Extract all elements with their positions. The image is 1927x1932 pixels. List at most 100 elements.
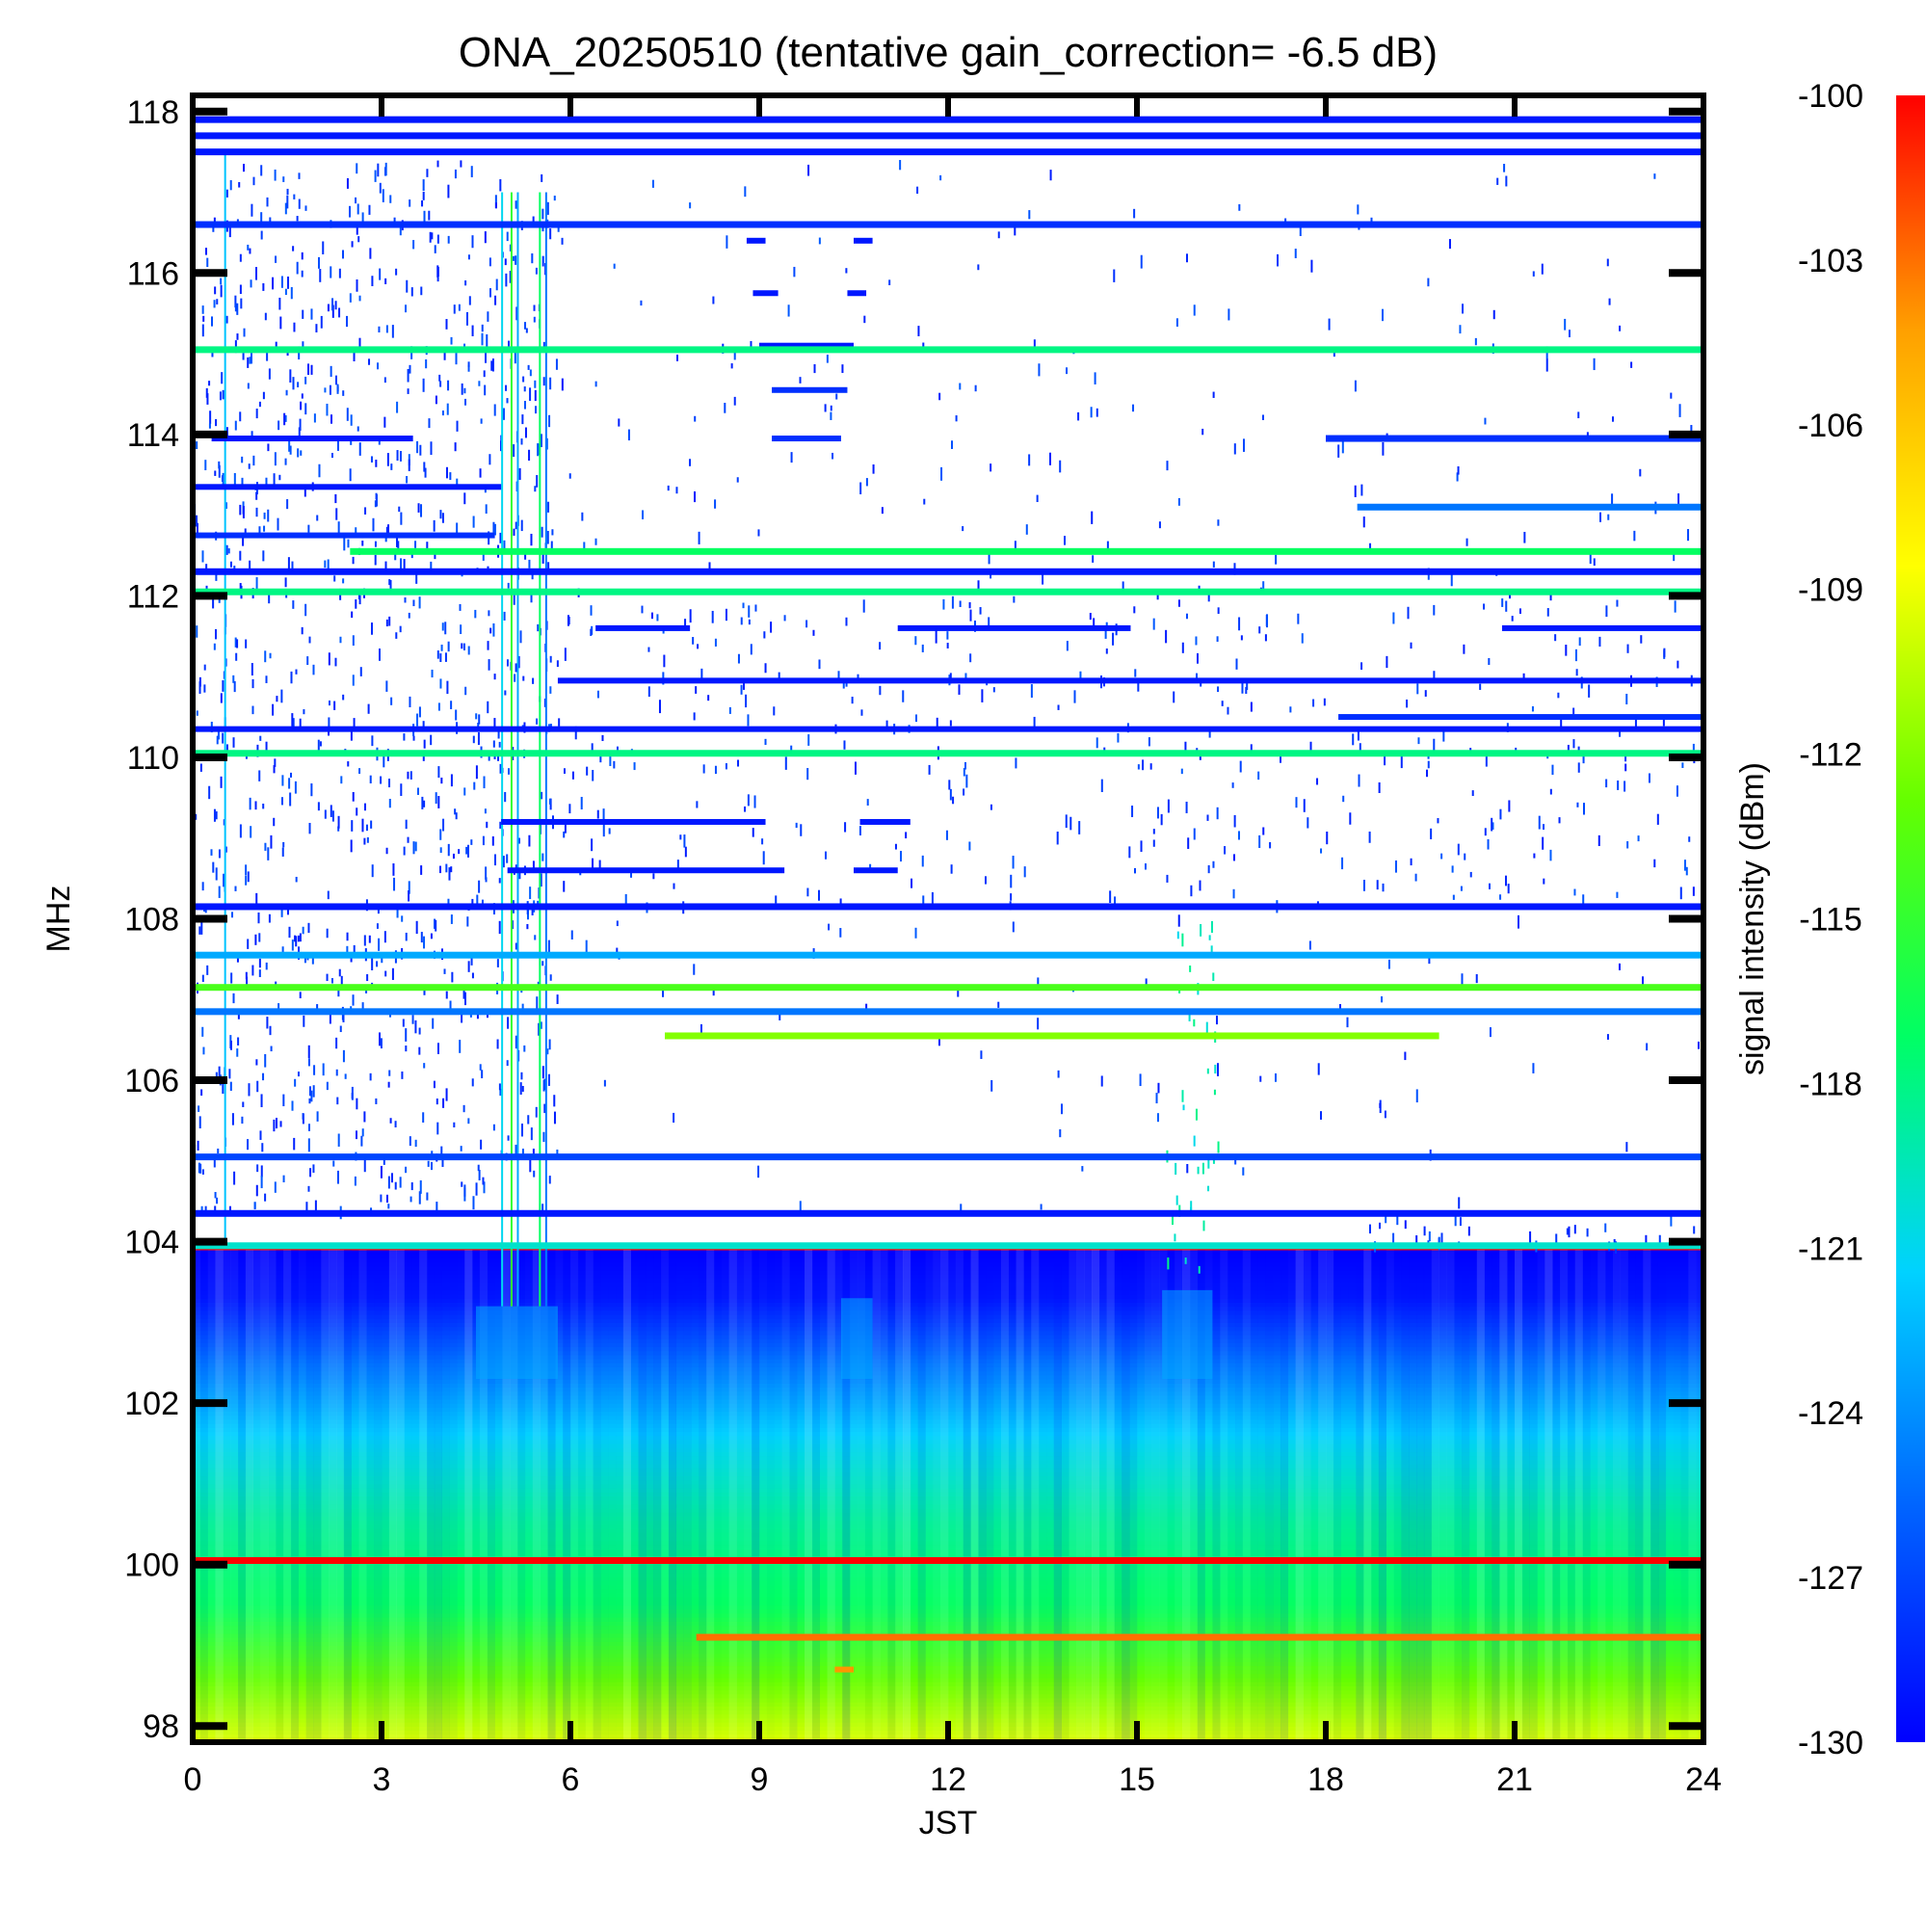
- background-variation: [1696, 1249, 1703, 1742]
- noise-speck: [1379, 1102, 1382, 1108]
- background-variation: [699, 1249, 707, 1742]
- noise-speck: [322, 1063, 325, 1076]
- noise-speck: [1604, 1223, 1607, 1232]
- background-variation: [299, 1250, 306, 1742]
- noise-speck: [488, 288, 491, 298]
- noise-speck: [304, 488, 306, 497]
- noise-speck: [547, 562, 550, 573]
- noise-speck: [1155, 1093, 1158, 1104]
- noise-speck: [1688, 836, 1691, 842]
- noise-speck: [952, 796, 955, 805]
- noise-speck: [496, 959, 499, 967]
- noise-speck: [230, 972, 233, 984]
- noise-speck: [1073, 690, 1076, 703]
- noise-speck: [799, 377, 802, 384]
- noise-speck: [1122, 581, 1124, 592]
- noise-speck: [581, 512, 584, 521]
- noise-speck: [461, 383, 463, 395]
- noise-speck: [383, 1155, 385, 1165]
- noise-speck: [1484, 828, 1487, 836]
- noise-speck: [958, 684, 961, 695]
- signal-segment: [507, 867, 785, 874]
- background-band: [193, 1254, 1703, 1258]
- noise-speck: [676, 860, 679, 873]
- noise-speck: [465, 311, 468, 326]
- noise-speck: [337, 815, 340, 829]
- noise-speck: [1104, 625, 1107, 639]
- noise-speck: [1258, 626, 1261, 634]
- noise-speck: [1541, 263, 1544, 275]
- noise-speck: [350, 414, 353, 426]
- noise-speck: [375, 460, 378, 467]
- noise-speck: [222, 732, 224, 744]
- noise-speck: [251, 705, 254, 715]
- background-variation: [917, 1249, 926, 1742]
- noise-speck: [529, 387, 532, 401]
- noise-speck: [541, 208, 544, 220]
- background-variation: [1666, 1250, 1674, 1742]
- noise-speck: [352, 556, 355, 565]
- noise-speck: [352, 994, 355, 1006]
- noise-speck: [385, 619, 388, 627]
- noise-speck: [1238, 617, 1241, 631]
- noise-speck: [434, 918, 436, 929]
- background-band: [193, 1306, 1703, 1311]
- background-variation: [1582, 1249, 1591, 1742]
- noise-speck: [1577, 762, 1580, 773]
- background-variation: [1507, 1249, 1516, 1742]
- noise-speck: [383, 931, 386, 943]
- noise-speck: [946, 643, 949, 648]
- noise-speck: [1059, 460, 1062, 473]
- noise-speck: [405, 1028, 408, 1042]
- noise-speck: [541, 173, 543, 182]
- noise-speck: [1095, 737, 1098, 749]
- background-variation: [1627, 1249, 1636, 1742]
- noise-speck: [536, 718, 539, 725]
- noise-speck: [1113, 269, 1116, 282]
- noise-speck: [523, 386, 526, 392]
- noise-speck: [963, 788, 965, 796]
- background-band: [193, 1334, 1703, 1339]
- background-variation: [464, 1249, 473, 1742]
- noise-speck: [1424, 690, 1427, 697]
- noise-speck: [1360, 484, 1363, 496]
- background-variation: [563, 1249, 571, 1742]
- noise-speck: [393, 217, 396, 223]
- noise-speck: [695, 686, 698, 694]
- noise-speck: [1277, 253, 1280, 267]
- noise-speck: [240, 298, 243, 309]
- noise-speck: [1250, 744, 1253, 755]
- signal-line: [665, 1032, 1439, 1040]
- noise-speck: [338, 968, 341, 977]
- noise-speck: [1326, 832, 1329, 845]
- background-variation: [827, 1249, 835, 1742]
- noise-speck: [379, 182, 382, 194]
- noise-speck: [1152, 618, 1155, 630]
- noise-speck: [1531, 705, 1534, 712]
- noise-speck: [314, 1200, 317, 1211]
- signal-line: [193, 588, 1703, 595]
- noise-speck: [405, 1166, 408, 1174]
- noise-speck: [361, 541, 364, 546]
- noise-speck: [258, 969, 261, 978]
- noise-speck: [745, 694, 748, 708]
- background-variation: [1280, 1249, 1289, 1742]
- noise-speck: [426, 1192, 429, 1201]
- noise-speck: [258, 933, 261, 942]
- noise-speck: [395, 268, 398, 276]
- noise-speck: [1341, 440, 1344, 454]
- noise-speck: [1212, 391, 1215, 398]
- noise-speck: [264, 842, 267, 851]
- noise-speck: [1131, 806, 1134, 817]
- noise-speck: [329, 1012, 331, 1024]
- noise-speck: [198, 1162, 200, 1174]
- x-axis-label: JST: [919, 1805, 977, 1841]
- noise-speck: [201, 974, 204, 982]
- noise-speck: [445, 991, 448, 999]
- background-variation: [811, 1249, 821, 1742]
- noise-speck: [394, 553, 397, 561]
- noise-speck: [270, 834, 273, 849]
- noise-speck: [296, 261, 299, 275]
- noise-speck: [1406, 699, 1409, 708]
- noise-speck: [319, 741, 322, 747]
